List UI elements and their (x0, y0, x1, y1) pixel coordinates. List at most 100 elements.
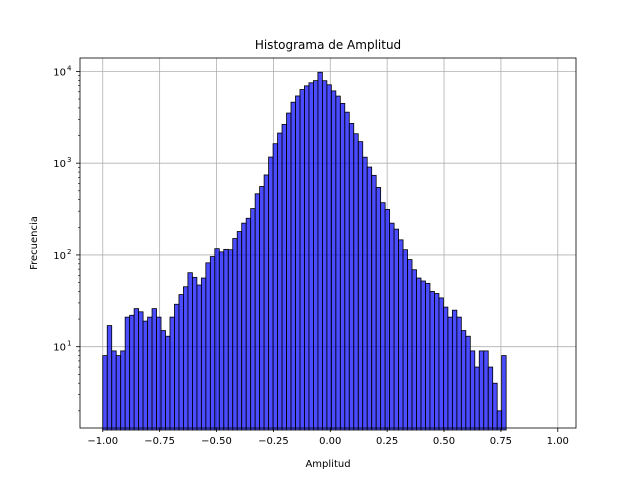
histogram-bar (348, 122, 355, 431)
histogram-bar (501, 355, 507, 431)
histogram-bar (147, 316, 153, 431)
x-tick-label: −0.50 (201, 436, 232, 447)
histogram-bar (487, 366, 494, 431)
histogram-bar (393, 228, 399, 431)
x-tick-label: 1.00 (547, 436, 569, 447)
histogram-bar (429, 291, 435, 431)
histogram-bar (236, 231, 243, 431)
histogram-bar (272, 143, 278, 431)
histogram-bar (451, 309, 458, 431)
histogram-bar (353, 133, 359, 431)
histogram-bar (223, 248, 229, 431)
chart-title: Histograma de Amplitud (255, 38, 401, 52)
histogram-bar (160, 330, 166, 431)
histogram-bar (442, 306, 449, 431)
histogram-bar (447, 316, 453, 431)
histogram-bar (478, 350, 485, 431)
x-tick-label: −0.25 (258, 436, 289, 447)
histogram-bar (371, 174, 377, 431)
histogram-bar (344, 111, 350, 431)
y-tick-label: 10 (53, 159, 66, 170)
histogram-bar (416, 277, 422, 431)
histogram-bar (115, 355, 122, 431)
histogram-bar (384, 209, 391, 431)
histogram-bar (250, 208, 256, 431)
histogram-bar (205, 262, 211, 431)
histogram-bar (308, 82, 314, 431)
histogram-bar (124, 316, 131, 431)
histogram-bar (218, 251, 225, 431)
histogram-bar (398, 239, 404, 431)
histogram-bar (460, 330, 467, 431)
histogram-bar (339, 102, 346, 431)
histogram-bar (191, 276, 198, 431)
y-tick-exponent: 3 (67, 156, 71, 164)
x-tick-label: 0.00 (319, 436, 341, 447)
y-tick-label: 10 (53, 67, 66, 78)
histogram-bar (165, 335, 171, 431)
x-axis-label: Amplitud (305, 459, 350, 470)
y-tick-exponent: 2 (67, 248, 71, 256)
histogram-bar (330, 90, 337, 431)
histogram-bar (335, 95, 341, 431)
x-axis: −1.00 −0.75 −0.50 −0.25 0.00 0.25 0.50 0.75 1.00 (87, 428, 569, 447)
histogram-bar (290, 101, 296, 431)
y-tick-label: 10 (53, 343, 66, 354)
y-axis-label: Frecuencia (29, 216, 40, 270)
histogram-bar (178, 294, 184, 431)
x-tick-label: 0.50 (433, 436, 455, 447)
histogram-bar (438, 297, 444, 431)
histogram-bar (304, 85, 310, 431)
histogram-bar (434, 293, 440, 431)
histogram-bar (402, 249, 408, 431)
histogram-bar (299, 89, 305, 431)
x-tick-label: −0.75 (144, 436, 175, 447)
histogram-bar (362, 156, 368, 431)
histogram-bar (227, 249, 234, 431)
histogram-bar (245, 217, 252, 431)
histogram-bar (174, 303, 180, 431)
histogram-bar (375, 187, 382, 431)
y-tick-exponent: 1 (67, 340, 71, 348)
histogram-bar (496, 410, 503, 431)
x-tick-label: 0.75 (490, 436, 512, 447)
histogram-bar (286, 112, 292, 431)
x-tick-label: 0.25 (376, 436, 398, 447)
histogram-bar (420, 280, 426, 431)
histogram-bar (169, 316, 175, 431)
histogram-bar (111, 350, 117, 431)
histogram-bar (214, 248, 220, 431)
x-tick-label: −1.00 (87, 436, 118, 447)
histogram-bar (102, 355, 108, 431)
histogram-bar (259, 186, 265, 431)
histogram-bar (389, 222, 395, 431)
histogram-bar (138, 311, 144, 431)
y-tick-label: 10 (53, 251, 66, 262)
histogram-bar (277, 132, 283, 431)
histogram-bar (492, 382, 498, 431)
histogram-bar (483, 350, 489, 431)
histogram-bar (317, 71, 323, 431)
plot-frame (79, 57, 577, 429)
histogram-bar (142, 320, 148, 431)
histogram-bar (295, 95, 301, 431)
histogram-bar (241, 222, 247, 431)
histogram-bar (425, 282, 431, 431)
histogram-bar (469, 350, 476, 431)
histogram-bar (183, 286, 189, 431)
histogram-bar (357, 141, 364, 431)
histogram-bar (156, 316, 162, 431)
histogram-bar (187, 272, 193, 431)
histogram-bar (254, 193, 261, 431)
histogram-bar (380, 202, 386, 431)
histogram-bar (120, 350, 126, 431)
histogram-bar (263, 174, 269, 431)
histogram-bar (106, 325, 113, 431)
histogram-bar (133, 308, 140, 431)
histogram-bar (200, 277, 207, 431)
histogram-bar (313, 80, 319, 431)
histogram-bar (326, 84, 332, 431)
y-tick-exponent: 4 (67, 64, 72, 72)
